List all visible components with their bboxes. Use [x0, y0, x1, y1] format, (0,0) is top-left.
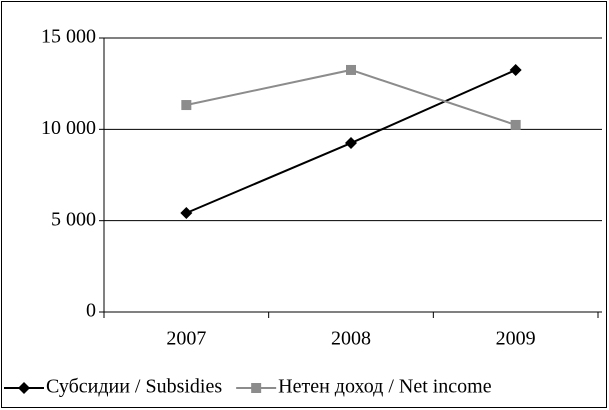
marker	[510, 119, 521, 130]
y-tick-label: 10 000	[41, 117, 96, 139]
marker	[180, 206, 193, 219]
x-tick-label: 2007	[166, 328, 206, 350]
marker	[509, 63, 522, 76]
marker	[346, 64, 356, 75]
y-tick-label: 15 000	[41, 26, 96, 48]
x-tick-label: 2008	[331, 328, 371, 350]
marker	[181, 100, 192, 111]
marker	[251, 383, 262, 393]
y-tick-label: 0	[86, 300, 96, 322]
y-tick-label: 5 000	[51, 208, 96, 230]
legend-label: Субсидии / Subsidies	[46, 376, 222, 398]
series-line	[186, 68, 516, 126]
legend-label: Нетен доход / Net income	[278, 376, 492, 398]
x-tick-label: 2009	[496, 328, 536, 350]
marker	[345, 137, 357, 150]
marker	[18, 382, 30, 394]
